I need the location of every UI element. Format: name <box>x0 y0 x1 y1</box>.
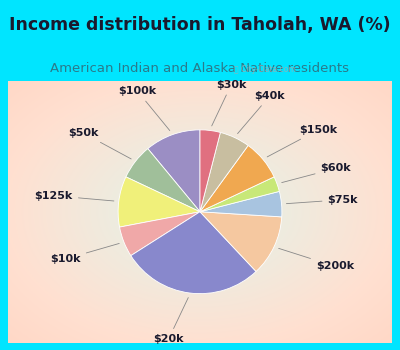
Text: $40k: $40k <box>238 91 285 134</box>
Text: ⌕ City-Data.com: ⌕ City-Data.com <box>234 65 296 75</box>
Wedge shape <box>200 191 282 217</box>
Text: $150k: $150k <box>267 125 337 157</box>
Wedge shape <box>200 132 248 212</box>
Wedge shape <box>118 177 200 227</box>
Text: $20k: $20k <box>154 298 188 344</box>
Wedge shape <box>200 212 282 272</box>
Wedge shape <box>200 146 274 212</box>
Wedge shape <box>120 212 200 256</box>
Text: Income distribution in Taholah, WA (%): Income distribution in Taholah, WA (%) <box>9 16 391 34</box>
Wedge shape <box>126 149 200 212</box>
Text: $60k: $60k <box>282 163 351 183</box>
Text: American Indian and Alaska Native residents: American Indian and Alaska Native reside… <box>50 62 350 75</box>
Text: $100k: $100k <box>118 86 170 131</box>
Wedge shape <box>200 130 220 212</box>
Text: $125k: $125k <box>35 191 114 201</box>
Text: $200k: $200k <box>279 248 354 271</box>
Wedge shape <box>131 212 256 294</box>
Text: $30k: $30k <box>212 80 246 126</box>
Text: $75k: $75k <box>286 195 358 205</box>
Wedge shape <box>148 130 200 212</box>
Wedge shape <box>200 177 279 212</box>
Text: $10k: $10k <box>50 244 119 264</box>
Text: $50k: $50k <box>68 128 131 159</box>
